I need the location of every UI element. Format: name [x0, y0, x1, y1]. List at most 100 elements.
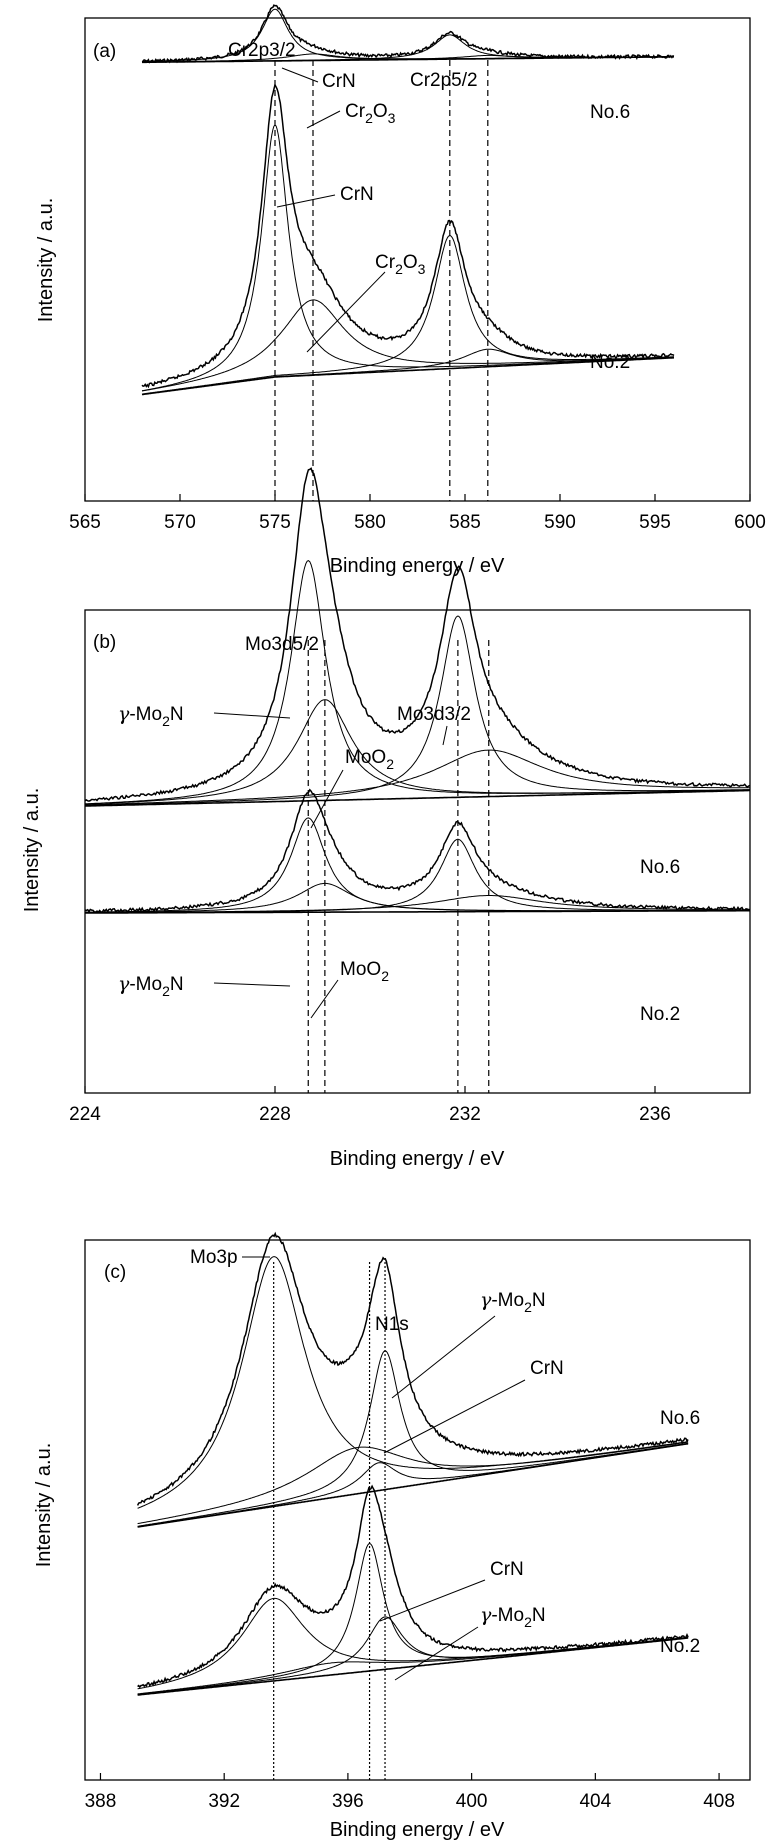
mo-text: -Mo	[491, 1605, 524, 1626]
label-gamma-mo2n-6: γ-Mo2N	[118, 703, 184, 729]
y-axis-title: Intensity / a.u.	[21, 788, 43, 913]
x-tick-label: 408	[703, 1791, 735, 1812]
label-moo2-6: MoO2	[345, 747, 394, 772]
x-tick-label: 400	[456, 1791, 488, 1812]
leader-cr2o3-top	[306, 110, 341, 129]
leader-moo2-2	[310, 979, 339, 1019]
panel-label: (c)	[104, 1262, 126, 1283]
spectra	[141, 4, 675, 396]
label-n1s: N1s	[375, 1314, 409, 1335]
plot-frame	[84, 609, 751, 1094]
n-text: N	[170, 974, 184, 995]
envelope-No.2	[141, 82, 675, 389]
component-peak-No.2	[137, 1616, 689, 1696]
leader-crn-top	[281, 67, 319, 83]
label-crn-2: CrN	[490, 1559, 524, 1580]
y-axis-title: Intensity / a.u.	[35, 198, 57, 323]
x-ticks: 388 392 396 400 404 408	[85, 1773, 735, 1812]
label-no2-c: No.2	[660, 1636, 700, 1657]
spectra	[84, 467, 751, 914]
x-tick-label: 388	[85, 1791, 117, 1812]
component-peak-No.6	[137, 1443, 689, 1528]
gamma-symbol: γ	[118, 703, 130, 725]
mo-text: -Mo	[129, 974, 162, 995]
label-no6-c: No.6	[660, 1408, 700, 1429]
component-peak-No.6	[84, 699, 750, 805]
component-peak-No.2	[84, 882, 750, 913]
component-peak-No.6	[84, 749, 750, 806]
reference-lines	[307, 640, 490, 1093]
reference-lines	[273, 1262, 386, 1780]
panel-label: (b)	[93, 632, 116, 653]
label-cr2o3-top-o: O	[373, 101, 388, 122]
envelope-No.2	[84, 788, 751, 914]
background-curve-No.6	[85, 789, 750, 807]
gamma-symbol: γ	[480, 1604, 492, 1626]
label-crn-mid: CrN	[340, 184, 374, 205]
leader-gamma-mo2n-6	[391, 1315, 496, 1399]
label-gamma-mo2n-2: γ-Mo2N	[118, 973, 184, 999]
label-moo2-2: MoO2	[340, 959, 389, 984]
n-text: N	[170, 704, 184, 725]
label-gamma-mo2n-6: γ-Mo2N	[480, 1289, 546, 1315]
spectra	[136, 1231, 689, 1696]
component-peak-No.6	[85, 615, 751, 806]
leader-mo3d3-2	[442, 725, 448, 746]
component-peak-No.6	[137, 1256, 689, 1509]
component-peak-No.2	[85, 895, 750, 914]
gamma-symbol: γ	[118, 973, 130, 995]
x-tick-label: 580	[354, 512, 386, 533]
moo-text: MoO	[340, 959, 381, 980]
label-mo3p: Mo3p	[190, 1247, 238, 1268]
leader-crn-6	[383, 1379, 526, 1454]
x-axis-title: Binding energy / eV	[330, 1819, 505, 1841]
component-peak-No.6	[137, 1350, 689, 1527]
label-mo3d3-2: Mo3d3/2	[397, 704, 471, 725]
x-tick-label: 396	[332, 1791, 364, 1812]
plot-frame	[84, 17, 751, 502]
reference-lines	[274, 60, 489, 501]
moo-text: MoO	[345, 747, 386, 768]
leader-moo2-6	[310, 769, 344, 829]
x-axis-title: Binding energy / eV	[330, 1148, 505, 1170]
label-crn-top: CrN	[322, 71, 356, 92]
x-tick-label: 232	[449, 1104, 481, 1125]
x-axis-title: Binding energy / eV	[330, 555, 505, 577]
label-no6-b: No.6	[640, 857, 680, 878]
x-tick-label: 600	[734, 512, 766, 533]
panel-b: 224 228 232 236 (b) Binding energy / eV Int…	[21, 467, 751, 1170]
x-tick-label: 565	[69, 512, 101, 533]
leader-gamma-mo2n-6	[213, 712, 291, 719]
leader-gamma-mo2n-2	[213, 982, 291, 987]
label-cr2o3-mid-sub1: 2	[395, 261, 403, 277]
x-tick-label: 570	[164, 512, 196, 533]
x-tick-label: 585	[449, 512, 481, 533]
background-curve-No.2	[137, 1637, 689, 1696]
mo-subscript: 2	[162, 713, 170, 729]
label-cr2o3-top-sub1: 2	[365, 110, 373, 126]
moo-subscript: 2	[386, 756, 394, 772]
mo-subscript: 2	[162, 983, 170, 999]
label-cr2o3-mid-o: O	[403, 252, 418, 273]
component-peak-No.2	[141, 124, 675, 392]
panel-c: 388 392 396 400 404 408 (c) Binding energy / …	[33, 1231, 751, 1841]
component-peak-No.2	[141, 299, 675, 392]
n-text: N	[532, 1605, 546, 1626]
label-cr2p5-2: Cr2p5/2	[410, 70, 478, 91]
x-ticks: 224 228 232 236	[69, 1086, 671, 1125]
leader-crn-2	[379, 1579, 486, 1622]
n-text: N	[532, 1290, 546, 1311]
mo-subscript: 2	[524, 1614, 532, 1630]
label-no6-a: No.6	[590, 102, 630, 123]
component-peak-No.2	[141, 348, 674, 395]
label-no2-b: No.2	[640, 1004, 680, 1025]
x-tick-label: 228	[259, 1104, 291, 1125]
mo-subscript: 2	[524, 1299, 532, 1315]
label-cr2o3-mid-sub2: 3	[418, 261, 426, 277]
x-tick-label: 392	[208, 1791, 240, 1812]
leader-cr2o3-mid	[306, 271, 386, 353]
x-tick-label: 575	[259, 512, 291, 533]
label-mo3d5-2: Mo3d5/2	[245, 634, 319, 655]
leader-gamma-mo2n-2	[394, 1626, 479, 1681]
